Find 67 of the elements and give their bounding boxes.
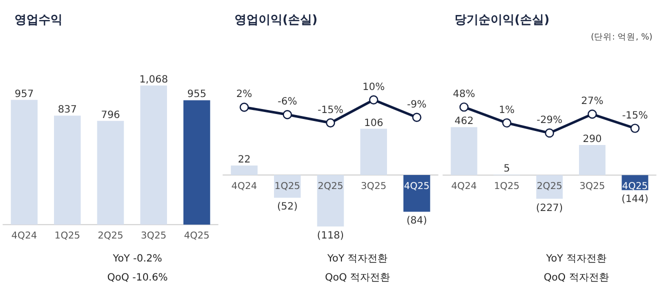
bar	[578, 145, 606, 176]
bar	[450, 127, 478, 176]
point	[544, 128, 554, 138]
category-label: 2Q25	[536, 181, 562, 192]
bar	[97, 120, 124, 225]
data-label: -9%	[407, 99, 427, 110]
category-label: 1Q25	[54, 230, 80, 242]
data-label: 290	[582, 134, 602, 146]
data-label: 2%	[236, 89, 252, 100]
data-label: 27%	[581, 96, 604, 108]
category-label: 2Q25	[98, 230, 124, 242]
bar	[140, 85, 168, 225]
annotation: QoQ -10.6%	[107, 272, 168, 284]
annotation: YoY 적자전환	[326, 254, 388, 264]
data-label: -6%	[278, 96, 298, 108]
data-label: -15%	[622, 110, 648, 122]
category-label: 3Q25	[579, 181, 606, 192]
category-label: 1Q25	[494, 181, 520, 192]
data-label: -15%	[318, 104, 344, 116]
category-label: 4Q24	[11, 230, 38, 242]
data-label: 796	[100, 110, 120, 121]
data-label: 462	[454, 116, 474, 128]
point	[630, 124, 640, 133]
data-label: 837	[58, 104, 77, 116]
point	[459, 102, 469, 112]
data-label: (52)	[277, 202, 298, 213]
data-label: (84)	[406, 216, 428, 227]
data-label: (227)	[536, 202, 564, 214]
point	[412, 112, 422, 122]
data-label: 5	[504, 164, 510, 175]
point	[240, 102, 249, 112]
data-label: 22	[238, 154, 251, 166]
annotation: QoQ 적자전환	[324, 272, 390, 284]
bar	[183, 100, 210, 225]
data-label: 10%	[362, 82, 385, 93]
category-label: 4Q25	[622, 181, 648, 192]
category-label: 3Q25	[360, 181, 386, 192]
bar	[54, 116, 81, 225]
text: (단위: 억원, %)	[590, 32, 653, 42]
category-label: 4Q24	[231, 181, 258, 192]
point	[588, 110, 597, 119]
data-label: -29%	[536, 115, 562, 126]
point	[326, 118, 336, 128]
text: 당기순이익(손실)	[454, 12, 550, 26]
bar	[10, 100, 38, 225]
annotation: YoY -0.2%	[112, 254, 162, 264]
data-label: 106	[364, 118, 384, 129]
data-label: 955	[187, 89, 206, 100]
category-label: 4Q24	[451, 181, 477, 192]
category-label: 1Q25	[274, 181, 300, 192]
text: 영업이익(손실)	[234, 12, 318, 26]
annotation: YoY 적자전환	[545, 254, 606, 264]
point	[282, 110, 292, 120]
category-label: 3Q25	[140, 230, 166, 242]
category-label: 4Q25	[404, 181, 430, 192]
data-label: 48%	[452, 89, 476, 100]
category-label: 2Q25	[318, 181, 344, 192]
point	[369, 95, 378, 104]
text: 영업수익	[14, 12, 62, 26]
data-label: 957	[14, 88, 34, 100]
data-label: (118)	[317, 230, 344, 242]
data-label: 1,068	[139, 74, 168, 86]
annotation: QoQ 적자전환	[544, 272, 609, 284]
category-label: 4Q25	[184, 230, 210, 242]
point	[502, 118, 512, 128]
data-label: 1%	[498, 104, 515, 116]
data-label: (144)	[622, 194, 649, 206]
